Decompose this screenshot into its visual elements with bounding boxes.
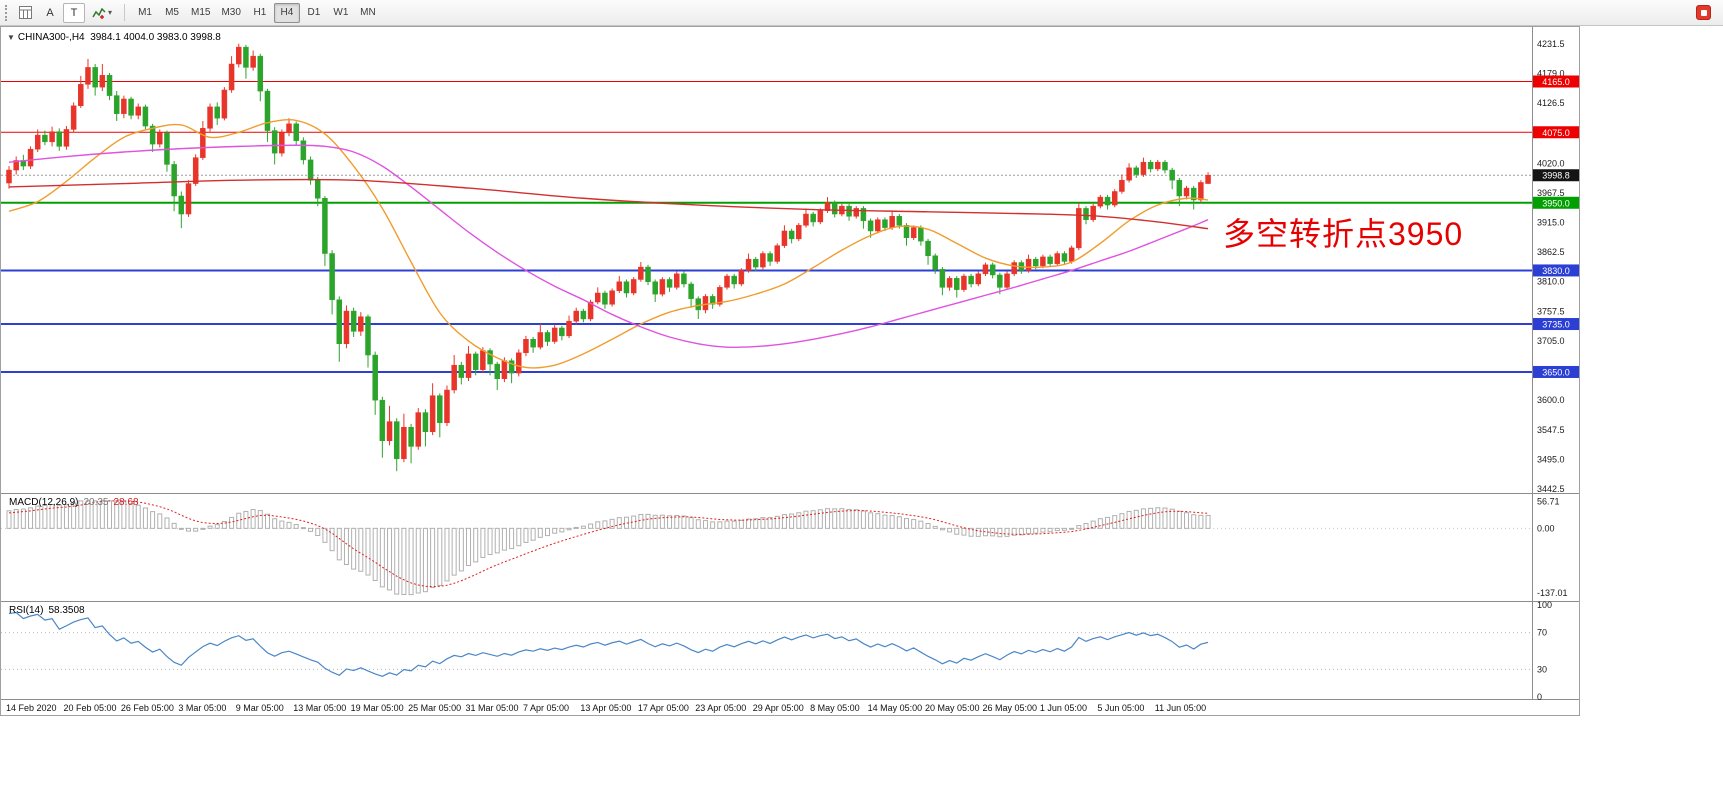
timeframe-button-m5[interactable]: M5 bbox=[159, 3, 185, 23]
chevron-down-icon: ▾ bbox=[108, 8, 113, 17]
svg-text:13 Apr 05:00: 13 Apr 05:00 bbox=[580, 703, 631, 713]
svg-text:3950.0: 3950.0 bbox=[1542, 198, 1570, 208]
text-label-button[interactable]: T bbox=[63, 2, 85, 23]
timeframe-button-w1[interactable]: W1 bbox=[328, 3, 354, 23]
chart-window-icon[interactable] bbox=[14, 3, 37, 23]
svg-text:3830.0: 3830.0 bbox=[1542, 266, 1570, 276]
price-badge-3650.0: 3650.0 bbox=[1533, 365, 1579, 378]
timeframe-button-m30[interactable]: M30 bbox=[216, 3, 245, 23]
price-badge-3950.0: 3950.0 bbox=[1533, 196, 1579, 209]
svg-text:3650.0: 3650.0 bbox=[1542, 367, 1570, 377]
panel-frame bbox=[1, 27, 1579, 700]
svg-text:4126.5: 4126.5 bbox=[1537, 98, 1565, 108]
svg-text:14 May 05:00: 14 May 05:00 bbox=[868, 703, 923, 713]
toolbar-separator bbox=[124, 4, 126, 21]
svg-text:3 Mar 05:00: 3 Mar 05:00 bbox=[178, 703, 226, 713]
font-a-button[interactable]: A bbox=[39, 3, 61, 23]
ma-medium-orange bbox=[8, 119, 1209, 369]
svg-text:4020.0: 4020.0 bbox=[1537, 158, 1565, 168]
macd-histogram bbox=[6, 500, 1211, 596]
svg-text:3547.5: 3547.5 bbox=[1537, 425, 1565, 435]
svg-text:3495.0: 3495.0 bbox=[1537, 454, 1565, 464]
timeframe-button-mn[interactable]: MN bbox=[355, 3, 381, 23]
svg-text:26 May 05:00: 26 May 05:00 bbox=[982, 703, 1037, 713]
svg-text:4075.0: 4075.0 bbox=[1542, 128, 1570, 138]
chart-annotation: 多空转折点3950 bbox=[1223, 216, 1464, 252]
indicators-button[interactable]: ▾ bbox=[87, 3, 117, 23]
svg-text:29 Apr 05:00: 29 Apr 05:00 bbox=[753, 703, 804, 713]
timeframe-button-d1[interactable]: D1 bbox=[301, 3, 327, 23]
svg-text:26 Feb 05:00: 26 Feb 05:00 bbox=[121, 703, 174, 713]
rsi-panel bbox=[1, 611, 1532, 677]
svg-text:3967.5: 3967.5 bbox=[1537, 188, 1565, 198]
price-badge-4165.0: 4165.0 bbox=[1533, 75, 1579, 88]
price-badge-3735.0: 3735.0 bbox=[1533, 318, 1579, 331]
svg-text:3600.0: 3600.0 bbox=[1537, 395, 1565, 405]
indicator-icon bbox=[92, 7, 106, 19]
svg-text:7 Apr 05:00: 7 Apr 05:00 bbox=[523, 703, 569, 713]
toolbar-red-icon[interactable] bbox=[1696, 5, 1711, 20]
timeframe-button-m1[interactable]: M1 bbox=[132, 3, 158, 23]
svg-text:8 May 05:00: 8 May 05:00 bbox=[810, 703, 860, 713]
svg-text:13 Mar 05:00: 13 Mar 05:00 bbox=[293, 703, 346, 713]
svg-text:1 Jun 05:00: 1 Jun 05:00 bbox=[1040, 703, 1087, 713]
svg-text:3862.5: 3862.5 bbox=[1537, 247, 1565, 257]
toolbar: A T ▾ M1 M5 M15 M30 H1 H4 D1 W1 MN bbox=[0, 0, 1723, 26]
toolbar-drag-handle[interactable] bbox=[5, 4, 8, 21]
timeframe-button-h4[interactable]: H4 bbox=[273, 2, 300, 23]
svg-text:3442.5: 3442.5 bbox=[1537, 484, 1565, 494]
svg-text:9 Mar 05:00: 9 Mar 05:00 bbox=[236, 703, 284, 713]
svg-text:3735.0: 3735.0 bbox=[1542, 320, 1570, 330]
macd-signal-line bbox=[8, 500, 1209, 588]
ma-long-red bbox=[8, 178, 1209, 230]
candles-series bbox=[6, 43, 1211, 472]
svg-text:3915.0: 3915.0 bbox=[1537, 218, 1565, 228]
svg-text:31 Mar 05:00: 31 Mar 05:00 bbox=[466, 703, 519, 713]
svg-text:3705.0: 3705.0 bbox=[1537, 336, 1565, 346]
toolbar-right bbox=[1696, 5, 1718, 20]
chart-canvas[interactable]: 4231.5 4179.0 4126.5 4020.0 3967.5 3915.0 3862… bbox=[1, 27, 1579, 715]
svg-text:20 May 05:00: 20 May 05:00 bbox=[925, 703, 980, 713]
svg-text:30: 30 bbox=[1537, 664, 1547, 674]
rsi-line bbox=[8, 611, 1209, 677]
price-scale[interactable]: 4231.5 4179.0 4126.5 4020.0 3967.5 3915.0 3862… bbox=[1533, 39, 1579, 702]
svg-text:20 Feb 05:00: 20 Feb 05:00 bbox=[63, 703, 116, 713]
svg-text:3810.0: 3810.0 bbox=[1537, 277, 1565, 287]
svg-text:4165.0: 4165.0 bbox=[1542, 77, 1570, 87]
svg-text:25 Mar 05:00: 25 Mar 05:00 bbox=[408, 703, 461, 713]
ma-slow-magenta bbox=[8, 144, 1209, 349]
svg-text:70: 70 bbox=[1537, 628, 1547, 638]
svg-text:19 Mar 05:00: 19 Mar 05:00 bbox=[351, 703, 404, 713]
horizontal-lines[interactable] bbox=[1, 81, 1532, 373]
price-badge-3998.8: 3998.8 bbox=[1533, 169, 1579, 182]
svg-text:4231.5: 4231.5 bbox=[1537, 39, 1565, 49]
timeframe-button-m15[interactable]: M15 bbox=[186, 3, 215, 23]
svg-text:3998.8: 3998.8 bbox=[1542, 171, 1570, 181]
svg-text:14 Feb 2020: 14 Feb 2020 bbox=[6, 703, 57, 713]
svg-text:100: 100 bbox=[1537, 600, 1552, 610]
svg-text:17 Apr 05:00: 17 Apr 05:00 bbox=[638, 703, 689, 713]
grid-icon bbox=[19, 6, 32, 19]
svg-text:-137.01: -137.01 bbox=[1537, 588, 1568, 598]
svg-text:56.71: 56.71 bbox=[1537, 497, 1560, 507]
svg-text:11 Jun 05:00: 11 Jun 05:00 bbox=[1155, 703, 1206, 713]
chart-window: 4231.5 4179.0 4126.5 4020.0 3967.5 3915.0 3862… bbox=[0, 26, 1580, 716]
svg-text:3757.5: 3757.5 bbox=[1537, 306, 1565, 316]
price-badge-4075.0: 4075.0 bbox=[1533, 126, 1579, 139]
svg-text:0: 0 bbox=[1537, 692, 1542, 702]
svg-text:23 Apr 05:00: 23 Apr 05:00 bbox=[695, 703, 746, 713]
timeframe-button-h1[interactable]: H1 bbox=[247, 3, 273, 23]
svg-text:0.00: 0.00 bbox=[1537, 523, 1555, 533]
timeframe-group: M1 M5 M15 M30 H1 H4 D1 W1 MN bbox=[132, 2, 381, 23]
svg-text:4179.0: 4179.0 bbox=[1537, 69, 1565, 79]
time-axis[interactable]: 14 Feb 2020 20 Feb 05:00 26 Feb 05:00 3 Mar… bbox=[6, 703, 1206, 713]
price-badge-3830.0: 3830.0 bbox=[1533, 264, 1579, 277]
svg-text:5 Jun 05:00: 5 Jun 05:00 bbox=[1097, 703, 1144, 713]
